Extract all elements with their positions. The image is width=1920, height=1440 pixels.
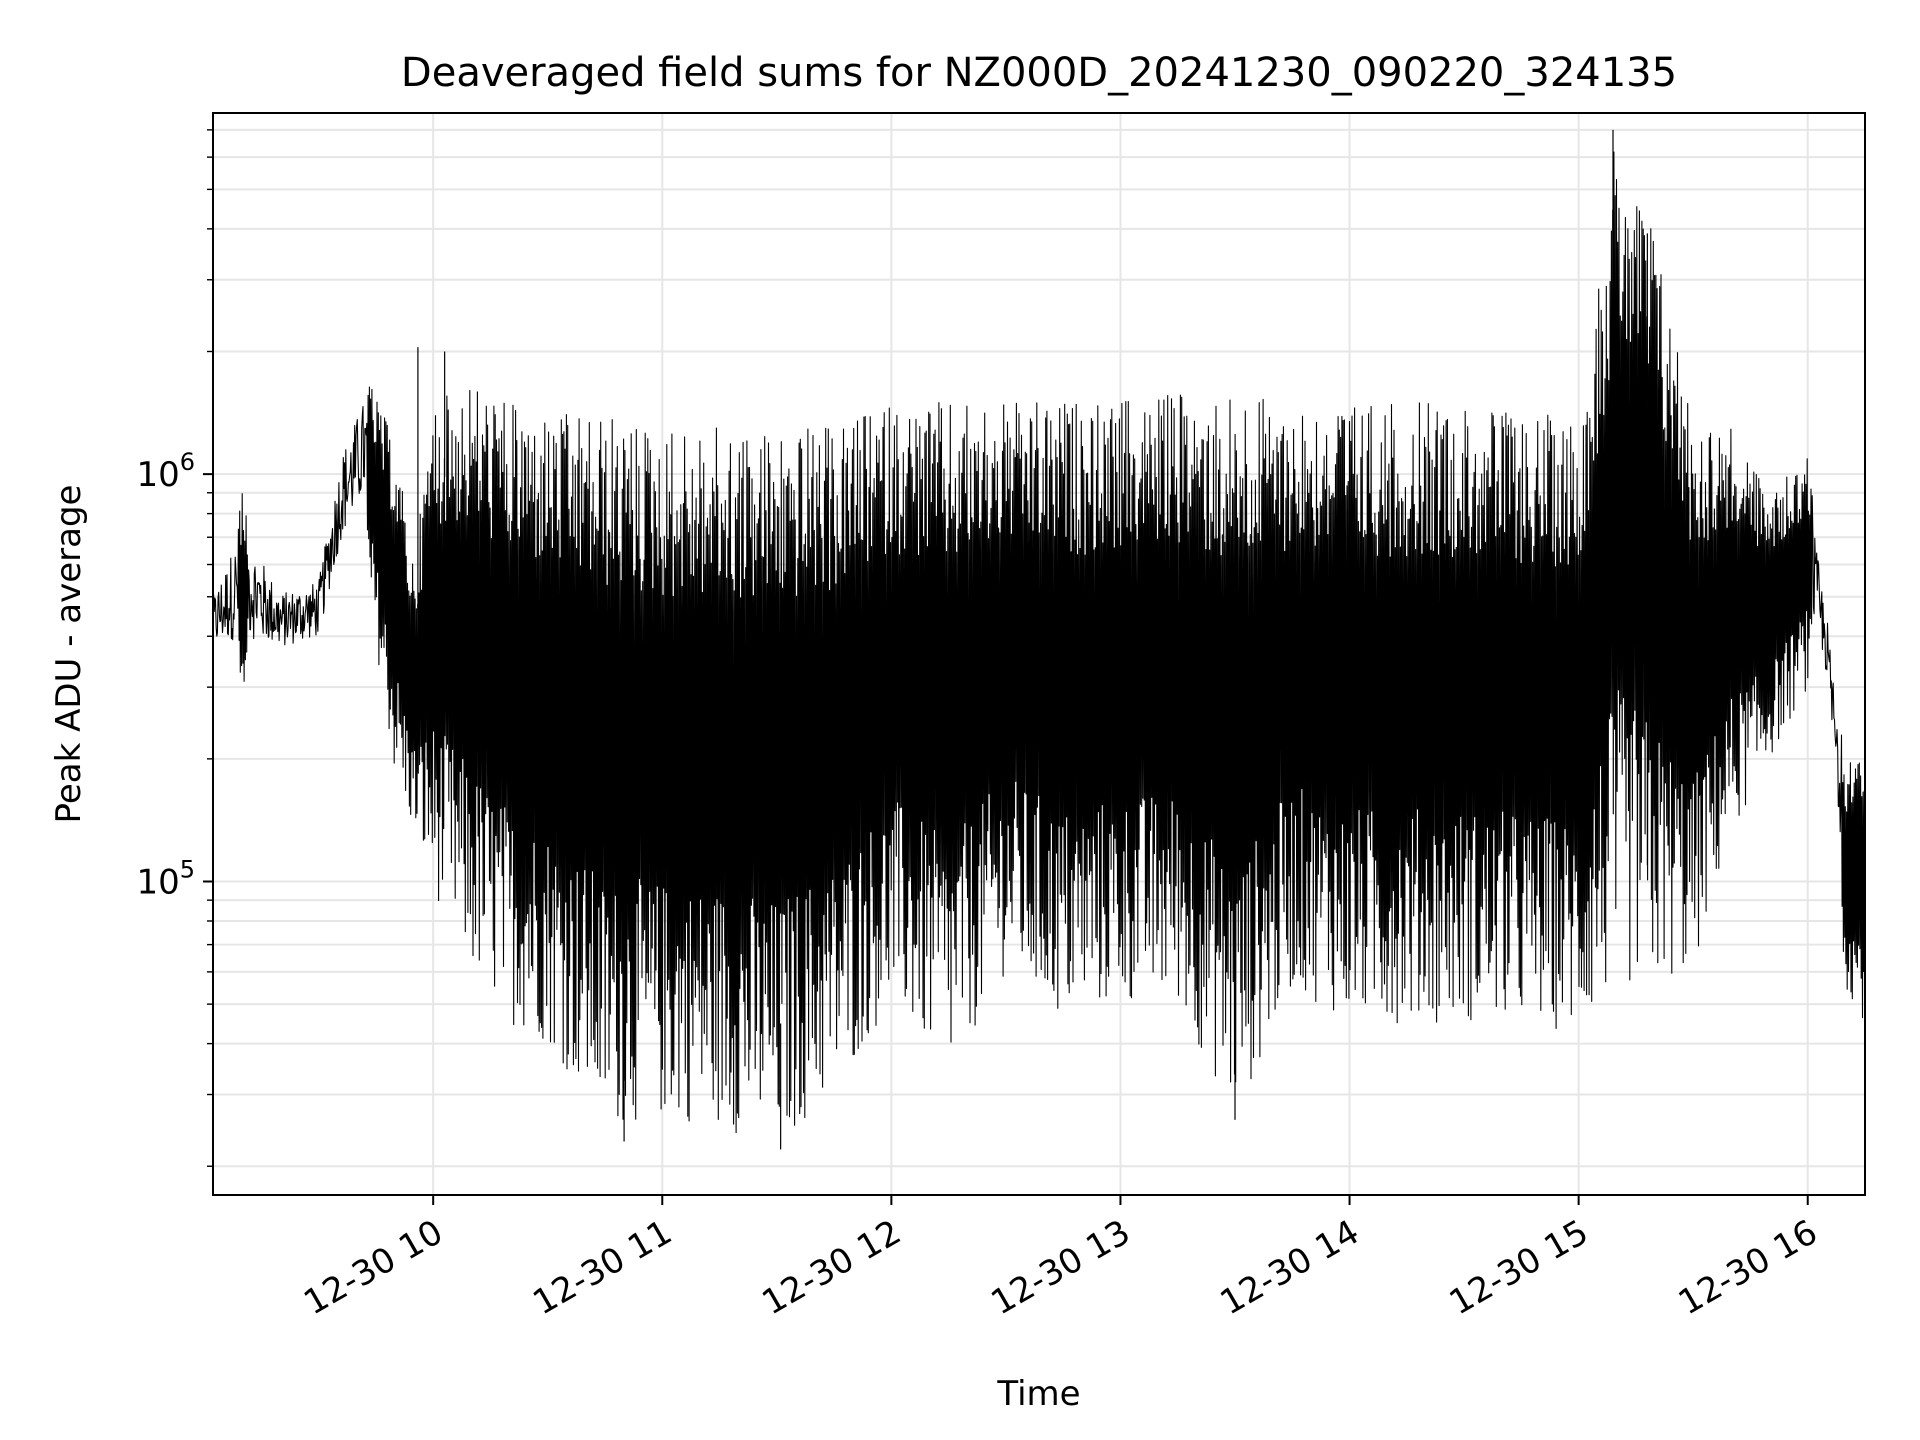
x-axis-label: Time xyxy=(996,1374,1080,1414)
y-tick-label: 106 xyxy=(136,448,195,495)
series-line xyxy=(213,151,1865,1134)
plot-frame xyxy=(212,112,1866,1196)
y-axis-label: Peak ADU - average xyxy=(49,485,89,824)
data-series xyxy=(213,129,1865,1150)
y-axis-ticks: 105 106 xyxy=(136,129,213,1167)
chart-title: Deaveraged field sums for NZ000D_2024123… xyxy=(401,50,1677,96)
plot-area xyxy=(213,129,1865,1150)
y-tick-label: 105 xyxy=(136,856,195,903)
